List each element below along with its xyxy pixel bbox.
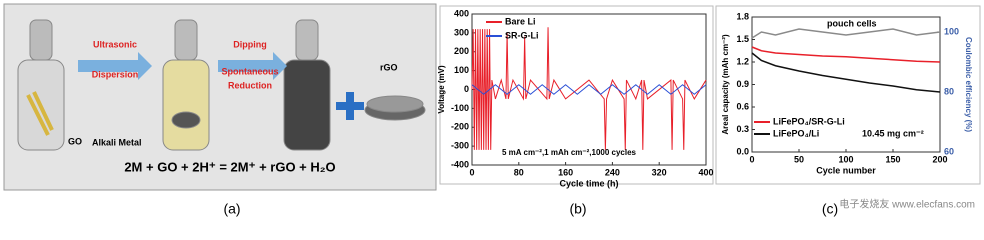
y-tick-label: 0.0 [736, 146, 749, 156]
legend-label: SR-G-Li [505, 30, 539, 40]
x-tick-label: 320 [652, 167, 667, 177]
x-tick-label: 0 [749, 154, 754, 164]
annotation: pouch cells [827, 18, 877, 28]
series-line [471, 27, 707, 150]
caption: (c) [822, 201, 838, 217]
x-tick-label: 0 [469, 167, 474, 177]
step: Dipping [233, 39, 267, 49]
series-line [751, 52, 941, 93]
label: GO [68, 136, 82, 146]
x-tick-label: 50 [794, 154, 804, 164]
watermark: 电子发烧友 www.elecfans.com [839, 198, 975, 211]
x-tick-label: 150 [885, 154, 900, 164]
arrows [78, 52, 287, 80]
y-tick-label: 100 [454, 65, 469, 75]
y-tick-label: -300 [451, 141, 469, 151]
series-line [751, 28, 941, 39]
y-tick-label: 200 [454, 46, 469, 56]
step: Dispersion [92, 69, 139, 79]
figure: Ultrasonic Dispersion Dipping Spontaneou… [3, 3, 981, 217]
x-axis-label: Cycle number [816, 165, 876, 175]
step: Ultrasonic [93, 39, 137, 49]
x-tick-label: 200 [932, 154, 947, 164]
y2-tick-label: 100 [944, 26, 959, 36]
annotation: 10.45 mg cm⁻² [862, 128, 924, 138]
annotation: 5 mA cm⁻²,1 mAh cm⁻²,1000 cycles [502, 148, 637, 157]
x-tick-label: 160 [558, 167, 573, 177]
y-tick-label: 1.5 [736, 34, 749, 44]
y2-tick-label: 60 [944, 146, 954, 156]
y-tick-label: 0.6 [736, 101, 749, 111]
y-tick-label: 1.8 [736, 11, 749, 21]
y-tick-label: -400 [451, 159, 469, 169]
vials [17, 19, 426, 151]
x-axis-label: Cycle time (h) [559, 178, 618, 188]
x-tick-label: 240 [605, 167, 620, 177]
series-line [471, 84, 707, 95]
y2-tick-label: 80 [944, 86, 954, 96]
label: rGO [380, 62, 398, 72]
series-line [751, 46, 941, 63]
y-tick-label: 0 [464, 84, 469, 94]
y-axis-label: Voltage (mV) [437, 65, 446, 114]
x-tick-label: 100 [838, 154, 853, 164]
y-tick-label: -100 [451, 103, 469, 113]
x-tick-label: 80 [514, 167, 524, 177]
caption: (b) [569, 201, 586, 217]
y2-axis-label: Coulombic efficiency (%) [964, 37, 973, 132]
y-tick-label: 300 [454, 27, 469, 37]
equation: 2M + GO + 2H⁺ = 2M⁺ + rGO + H₂O [124, 159, 335, 174]
legend-label: Bare Li [505, 16, 536, 26]
x-tick-label: 400 [698, 167, 713, 177]
y-tick-label: 0.3 [736, 124, 749, 134]
panel-c-frame [715, 5, 981, 185]
y-axis-label: Areal capacity (mAh cm⁻²) [721, 34, 730, 135]
legend-label: LiFePO₄/Li [773, 128, 819, 138]
y-tick-label: 400 [454, 8, 469, 18]
y-tick-label: 1.2 [736, 56, 749, 66]
panel-a-bg [3, 3, 437, 191]
y-tick-label: 0.9 [736, 79, 749, 89]
step: Reduction [228, 80, 272, 90]
y-tick-label: -200 [451, 122, 469, 132]
panel-b-frame [439, 5, 714, 185]
legend-label: LiFePO₄/SR-G-Li [773, 116, 845, 126]
label: Alkali Metal [92, 137, 142, 147]
caption: (a) [223, 201, 240, 217]
step: Spontaneous [221, 66, 278, 76]
